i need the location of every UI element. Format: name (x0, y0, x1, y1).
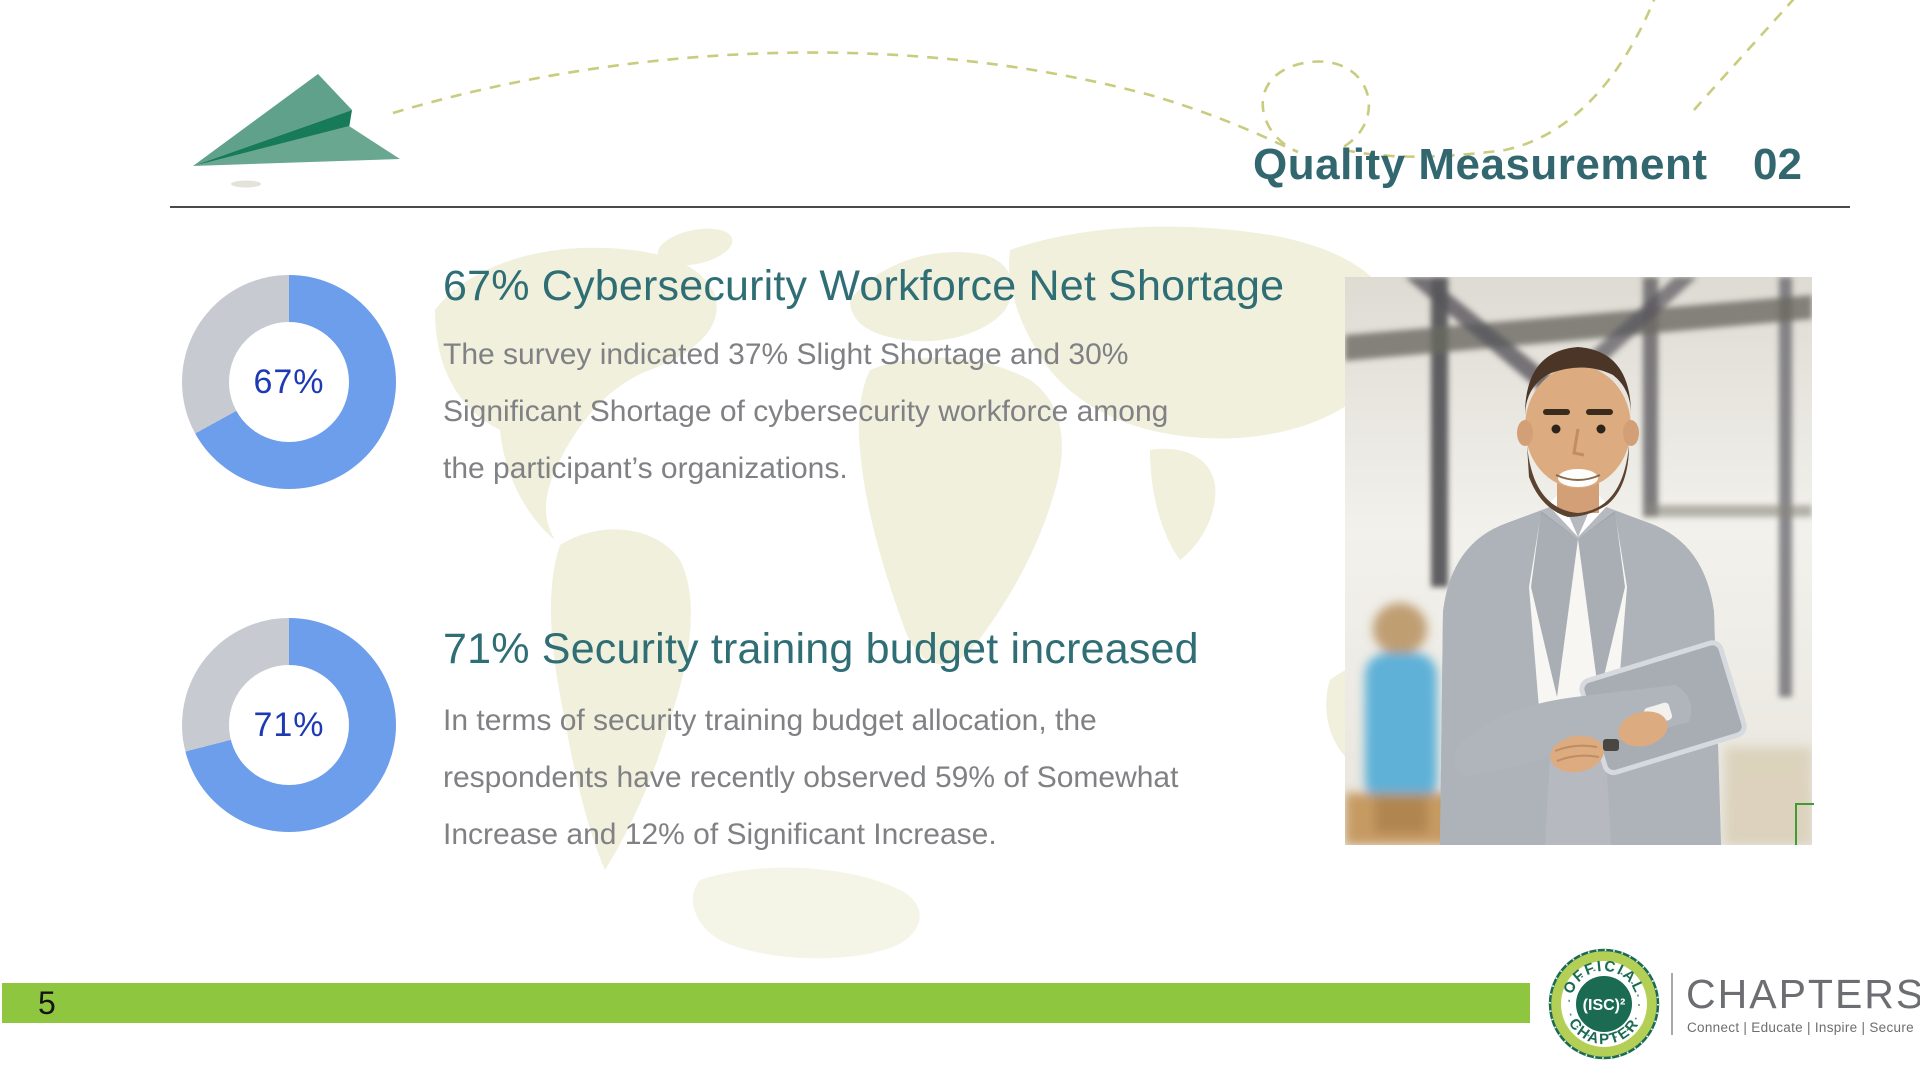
badge-center-text: (ISC)² (1583, 997, 1626, 1014)
section-heading-workforce: 67% Cybersecurity Workforce Net Shortage (443, 262, 1285, 310)
donut-center-label: 71% (253, 705, 325, 744)
chapters-logo-text: CHAPTERS (1686, 971, 1920, 1017)
photo-businessman (1345, 277, 1812, 845)
footer-green-bar: 5 (2, 983, 1530, 1023)
body-line: Significant Shortage of cybersecurity wo… (443, 395, 1169, 428)
isc2-official-chapter-badge-icon: OFFICIAL CHAPTER (ISC)² (1548, 948, 1660, 1060)
donut-center-label: 67% (253, 362, 325, 401)
body-line: Increase and 12% of Significant Increase… (443, 818, 997, 851)
photo-corner-accent (1795, 803, 1814, 845)
section-body-budget: In terms of security training budget all… (443, 692, 1178, 863)
body-line: In terms of security training budget all… (443, 704, 1097, 737)
donut-chart-training-budget: 71% (182, 618, 396, 832)
section-heading-budget: 71% Security training budget increased (443, 625, 1199, 673)
donut-chart-workforce-shortage: 67% (182, 275, 396, 489)
donut-hole: 71% (229, 665, 349, 785)
page-number: 5 (38, 985, 56, 1021)
header-divider (170, 206, 1850, 208)
body-line: the participant’s organizations. (443, 452, 848, 485)
donut-hole: 67% (229, 322, 349, 442)
logo-separator (1671, 973, 1673, 1035)
section-number: 02 (1753, 140, 1802, 189)
chapters-tagline: Connect | Educate | Inspire | Secure (1687, 1020, 1914, 1035)
body-line: respondents have recently observed 59% o… (443, 761, 1179, 794)
body-line: The survey indicated 37% Slight Shortage… (443, 338, 1129, 371)
section-body-workforce: The survey indicated 37% Slight Shortage… (443, 326, 1168, 497)
